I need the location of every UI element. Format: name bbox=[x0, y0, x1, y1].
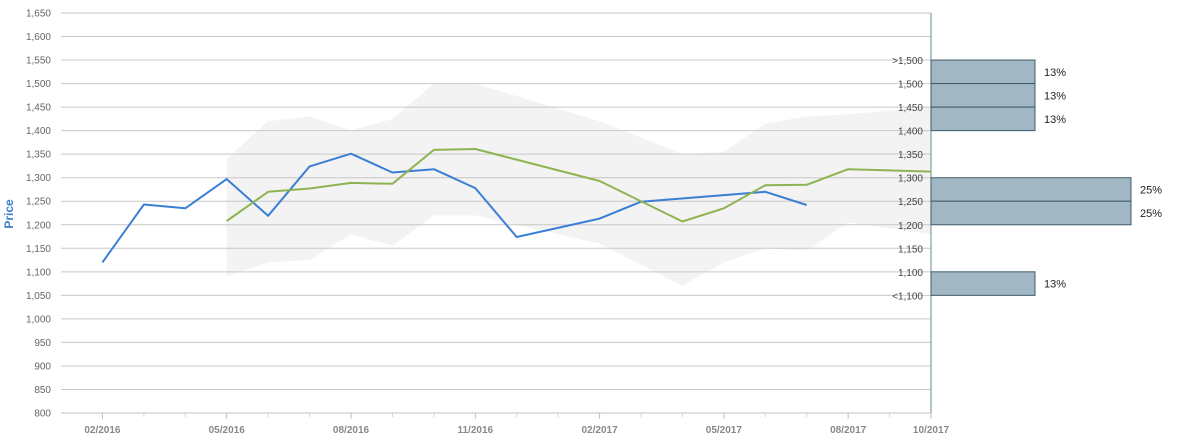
y-tick-label: 1,650 bbox=[26, 9, 51, 20]
y-tick-label: 1,150 bbox=[26, 244, 51, 255]
grid bbox=[61, 12, 931, 414]
x-tick-label: 02/2016 bbox=[84, 425, 121, 436]
distribution-bin-label: >1,500 bbox=[892, 56, 923, 67]
y-tick-label: 1,550 bbox=[26, 56, 51, 67]
x-tick-label: 11/2016 bbox=[457, 425, 493, 436]
y-tick-label: 1,400 bbox=[26, 126, 51, 137]
distribution-percent-label: 13% bbox=[1044, 279, 1066, 291]
x-tick-label: 08/2017 bbox=[830, 425, 867, 436]
x-tick-label: 05/2016 bbox=[209, 425, 246, 436]
distribution-bin-label: 1,300 bbox=[898, 174, 923, 185]
distribution-percent-label: 13% bbox=[1044, 67, 1066, 79]
forecast-band-area bbox=[226, 83, 931, 286]
x-tick-label: 02/2017 bbox=[581, 425, 618, 436]
distribution-bin-label: 1,500 bbox=[898, 80, 923, 91]
y-tick-label: 1,500 bbox=[26, 79, 51, 90]
y-tick-label: 800 bbox=[34, 409, 51, 420]
forecast-range-band bbox=[226, 83, 931, 286]
y-tick-label: 1,250 bbox=[26, 197, 51, 208]
y-tick-label: 1,350 bbox=[26, 150, 51, 161]
distribution-bar bbox=[930, 200, 1132, 226]
distribution-bar bbox=[930, 106, 1036, 132]
x-tick-label: 10/2017 bbox=[913, 425, 950, 436]
series bbox=[101, 148, 932, 263]
distribution-bin-label: 1,350 bbox=[898, 150, 923, 161]
y-tick-label: 1,000 bbox=[26, 314, 51, 325]
x-tick-label: 08/2016 bbox=[333, 425, 370, 436]
y-tick-label: 1,600 bbox=[26, 32, 51, 43]
distribution-bar bbox=[930, 59, 1036, 85]
y-axis-title: Price bbox=[2, 199, 16, 229]
y-tick-label: 1,200 bbox=[26, 220, 51, 231]
distribution-bin-label: 1,450 bbox=[898, 103, 923, 114]
forecast-series-line bbox=[226, 148, 932, 223]
y-tick-label: 850 bbox=[34, 385, 51, 396]
y-tick-label: 900 bbox=[34, 361, 51, 372]
y-tick-label: 1,050 bbox=[26, 291, 51, 302]
distribution-percent-label: 13% bbox=[1044, 90, 1066, 102]
x-tick-label: 05/2017 bbox=[706, 425, 743, 436]
price-series-line bbox=[101, 152, 808, 263]
y-tick-label: 1,300 bbox=[26, 173, 51, 184]
distribution-bin-label: <1,100 bbox=[892, 291, 923, 302]
y-tick-label: 950 bbox=[34, 338, 51, 349]
distribution-percent-label: 13% bbox=[1044, 114, 1066, 126]
distribution-percent-label: 25% bbox=[1140, 208, 1162, 220]
distribution-bar bbox=[930, 177, 1132, 202]
distribution-bin-label: 1,250 bbox=[898, 197, 923, 208]
distribution-bin-label: 1,100 bbox=[898, 268, 923, 279]
distribution-bin-label: 1,200 bbox=[898, 221, 923, 232]
distribution-bin-label: 1,400 bbox=[898, 127, 923, 138]
y-tick-label: 1,100 bbox=[26, 267, 51, 278]
distribution-bin-label: 1,150 bbox=[898, 244, 923, 255]
distribution-bar bbox=[930, 271, 1036, 296]
distribution-percent-label: 25% bbox=[1140, 184, 1162, 196]
price-distribution: 13% 13% 13% 25% 25% 13% >1,500 1,500 1,450 1,400 1… bbox=[892, 56, 1162, 302]
axes: 800 850 900 950 1,000 1,050 1,100 1,150 1,200 1,2… bbox=[26, 9, 950, 437]
y-tick-label: 1,450 bbox=[26, 103, 51, 114]
distribution-bar bbox=[930, 83, 1036, 108]
